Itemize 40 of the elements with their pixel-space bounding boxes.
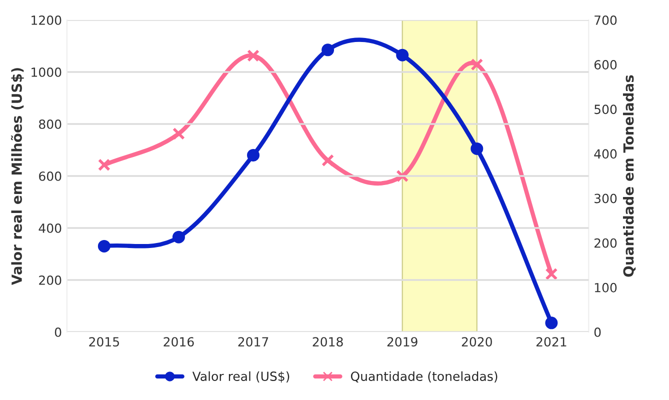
y-tick-label: 200 [39, 275, 62, 285]
point [545, 268, 558, 280]
y-tick-label: 800 [39, 119, 62, 129]
y-tick-label: 400 [38, 223, 62, 233]
legend-label: Quantidade (toneladas) [350, 371, 498, 382]
point [98, 240, 110, 252]
x-tick-label: 2016 [164, 337, 194, 347]
y-tick-label: 0 [54, 327, 62, 337]
y2-tick-label: 0 [594, 327, 601, 337]
y2-tick-label: 300 [594, 194, 617, 204]
y-tick-label: 1200 [32, 15, 62, 25]
x-tick-label: 2020 [462, 337, 492, 347]
x-tick-label: 2019 [387, 337, 418, 347]
x-tick-label: 2015 [89, 337, 119, 347]
point [470, 58, 484, 71]
y-tick-label: 600 [39, 171, 62, 181]
y2-tick-label: 500 [594, 104, 617, 114]
y2-tick-label: 200 [594, 238, 617, 248]
x-tick-label: 2021 [536, 337, 566, 347]
x-tick-label: 2018 [312, 337, 343, 347]
point [172, 127, 185, 140]
y-axis-title: Valor real em Milhões (US$) [10, 68, 24, 286]
point [470, 142, 484, 155]
y2-tick-label: 100 [594, 282, 617, 292]
point [396, 48, 409, 62]
point [247, 148, 260, 162]
point [247, 49, 260, 62]
point [396, 170, 409, 182]
legend-label: Valor real (US$) [192, 371, 290, 383]
point [322, 44, 334, 56]
point [322, 154, 334, 167]
point [98, 158, 110, 172]
y2-tick-label: 600 [594, 60, 617, 70]
y-tick-label: 1000 [32, 67, 62, 77]
y2-axis-title: Quantidade em Toneladas [622, 75, 636, 277]
x-tick-label: 2017 [238, 337, 268, 347]
y2-tick-label: 700 [594, 15, 617, 25]
y2-tick-label: 400 [594, 149, 617, 159]
point [545, 316, 558, 330]
point [172, 230, 185, 244]
